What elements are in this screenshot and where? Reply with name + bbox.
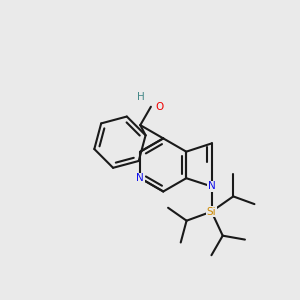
Text: N: N	[208, 182, 215, 191]
Text: H: H	[137, 92, 145, 102]
Text: N: N	[136, 173, 144, 183]
Text: Si: Si	[207, 207, 216, 217]
Text: O: O	[155, 102, 163, 112]
